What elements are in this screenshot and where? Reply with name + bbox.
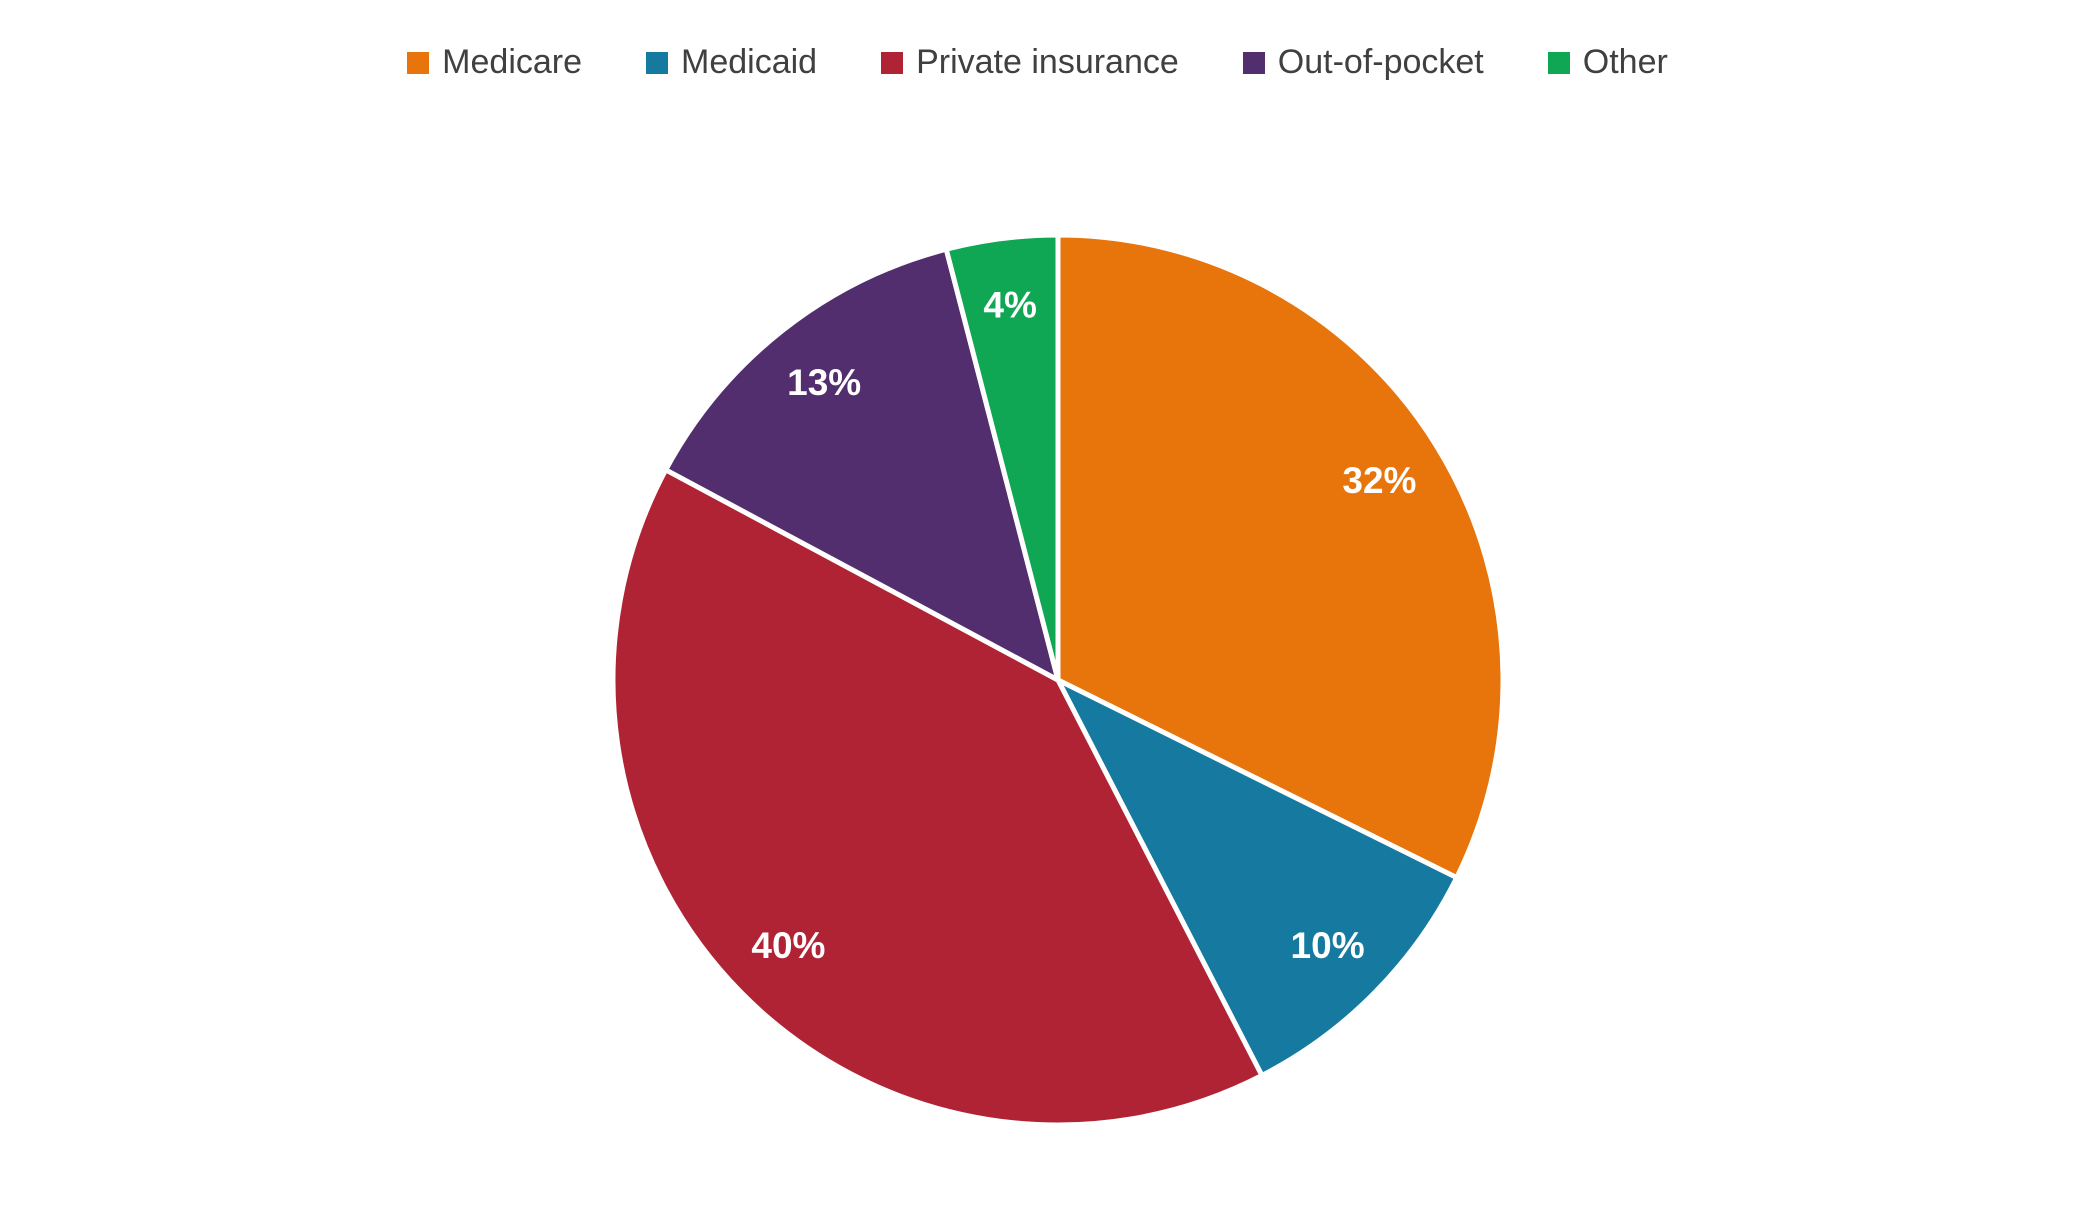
legend-item-medicare[interactable]: Medicare: [407, 43, 583, 81]
legend-swatch-icon: [881, 51, 904, 74]
legend-swatch-icon: [1242, 51, 1265, 74]
legend-item-other[interactable]: Other: [1547, 43, 1668, 81]
pie-slice-private-insurance[interactable]: [610, 467, 1265, 1128]
legend-swatch-icon: [1547, 51, 1570, 74]
legend-swatch-icon: [646, 51, 669, 74]
legend-label: Medicaid: [681, 43, 818, 81]
legend-item-medicaid[interactable]: Medicaid: [646, 43, 818, 81]
pie-slice-out-of-pocket[interactable]: [663, 246, 1061, 683]
legend-swatch-icon: [407, 51, 430, 74]
pie-slice-other[interactable]: [943, 232, 1061, 683]
legend: Medicare Medicaid Private insurance Out-of-…: [0, 43, 2075, 81]
legend-label: Medicare: [442, 43, 583, 81]
legend-item-private-insurance[interactable]: Private insurance: [881, 43, 1179, 81]
legend-label: Private insurance: [916, 43, 1179, 81]
legend-item-out-of-pocket[interactable]: Out-of-pocket: [1242, 43, 1484, 81]
legend-label: Out-of-pocket: [1277, 43, 1484, 81]
pie-slice-medicare[interactable]: [1055, 232, 1506, 881]
pie-slice-medicaid[interactable]: [1055, 677, 1460, 1079]
legend-label: Other: [1582, 43, 1668, 81]
